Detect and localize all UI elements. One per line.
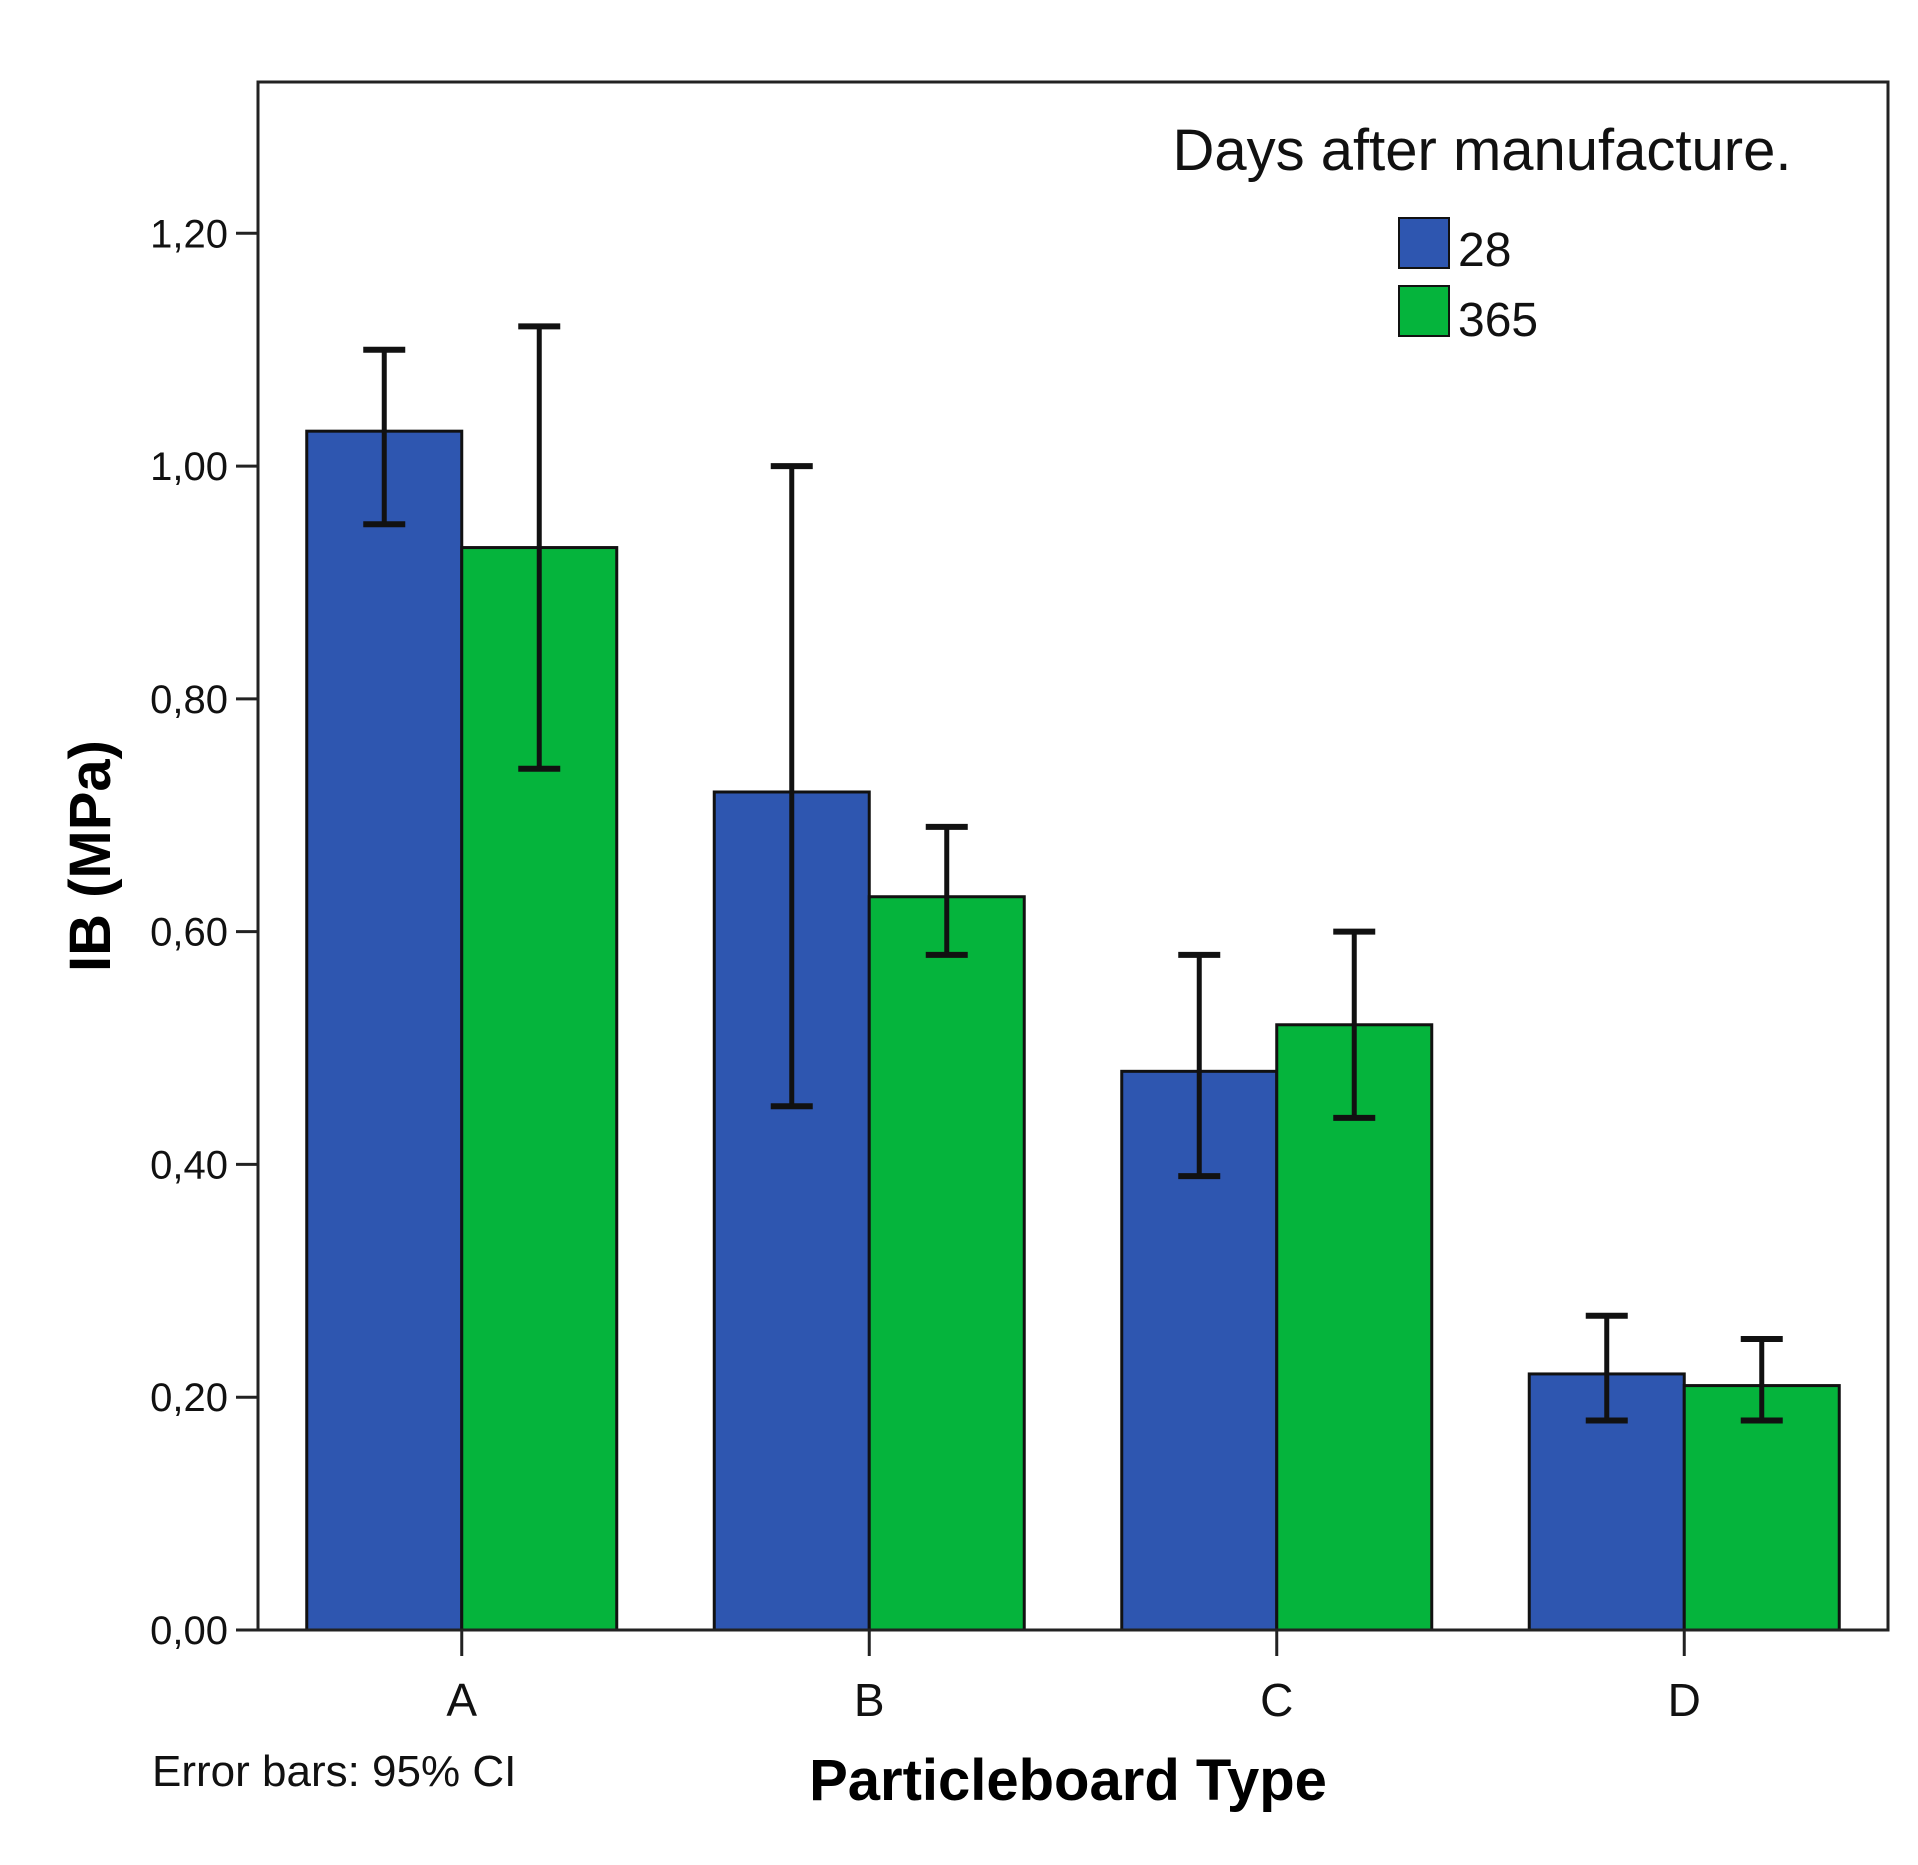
error-bar-28-A <box>363 346 406 528</box>
error-bar-28-C <box>1178 951 1221 1180</box>
y-tick-label: 1,00 <box>150 445 228 489</box>
x-tick-label: D <box>1668 1674 1701 1726</box>
axis-layer: 0,00 0,20 0,40 0,60 0,80 1,00 1,20 A B C D <box>150 82 1888 1726</box>
x-axis-title: Particleboard Type <box>809 1748 1327 1813</box>
x-tick-label: B <box>854 1674 885 1726</box>
legend-title: Days after manufacture. <box>1173 118 1792 183</box>
legend-label-28: 28 <box>1458 224 1511 277</box>
y-tick-label: 1,20 <box>150 212 228 256</box>
legend-swatch-365 <box>1398 285 1450 337</box>
error-bar-365-C <box>1333 928 1376 1121</box>
error-bars-note: Error bars: 95% CI <box>152 1747 516 1796</box>
y-tick-label: 0,60 <box>150 911 228 955</box>
legend-swatch-28 <box>1398 217 1450 269</box>
bar-365-B <box>867 895 1026 1632</box>
error-bar-28-D <box>1585 1312 1628 1424</box>
error-bar-365-A <box>518 323 561 772</box>
y-axis-title: IB (MPa) <box>58 740 123 972</box>
y-tick-label: 0,40 <box>150 1143 228 1187</box>
x-tick-label: C <box>1260 1674 1293 1726</box>
x-tick-label: A <box>446 1674 477 1726</box>
y-tick-label: 0,00 <box>150 1609 228 1653</box>
legend-label-365: 365 <box>1458 294 1538 347</box>
legend: Days after manufacture. 28 365 <box>1173 118 1792 347</box>
bar-28-A <box>305 429 464 1632</box>
error-bar-28-B <box>770 463 813 1110</box>
error-bars-layer <box>363 323 1783 1424</box>
error-bar-365-B <box>925 823 968 958</box>
y-tick-label: 0,20 <box>150 1376 228 1420</box>
error-bar-365-D <box>1740 1336 1783 1424</box>
y-tick-label: 0,80 <box>150 678 228 722</box>
